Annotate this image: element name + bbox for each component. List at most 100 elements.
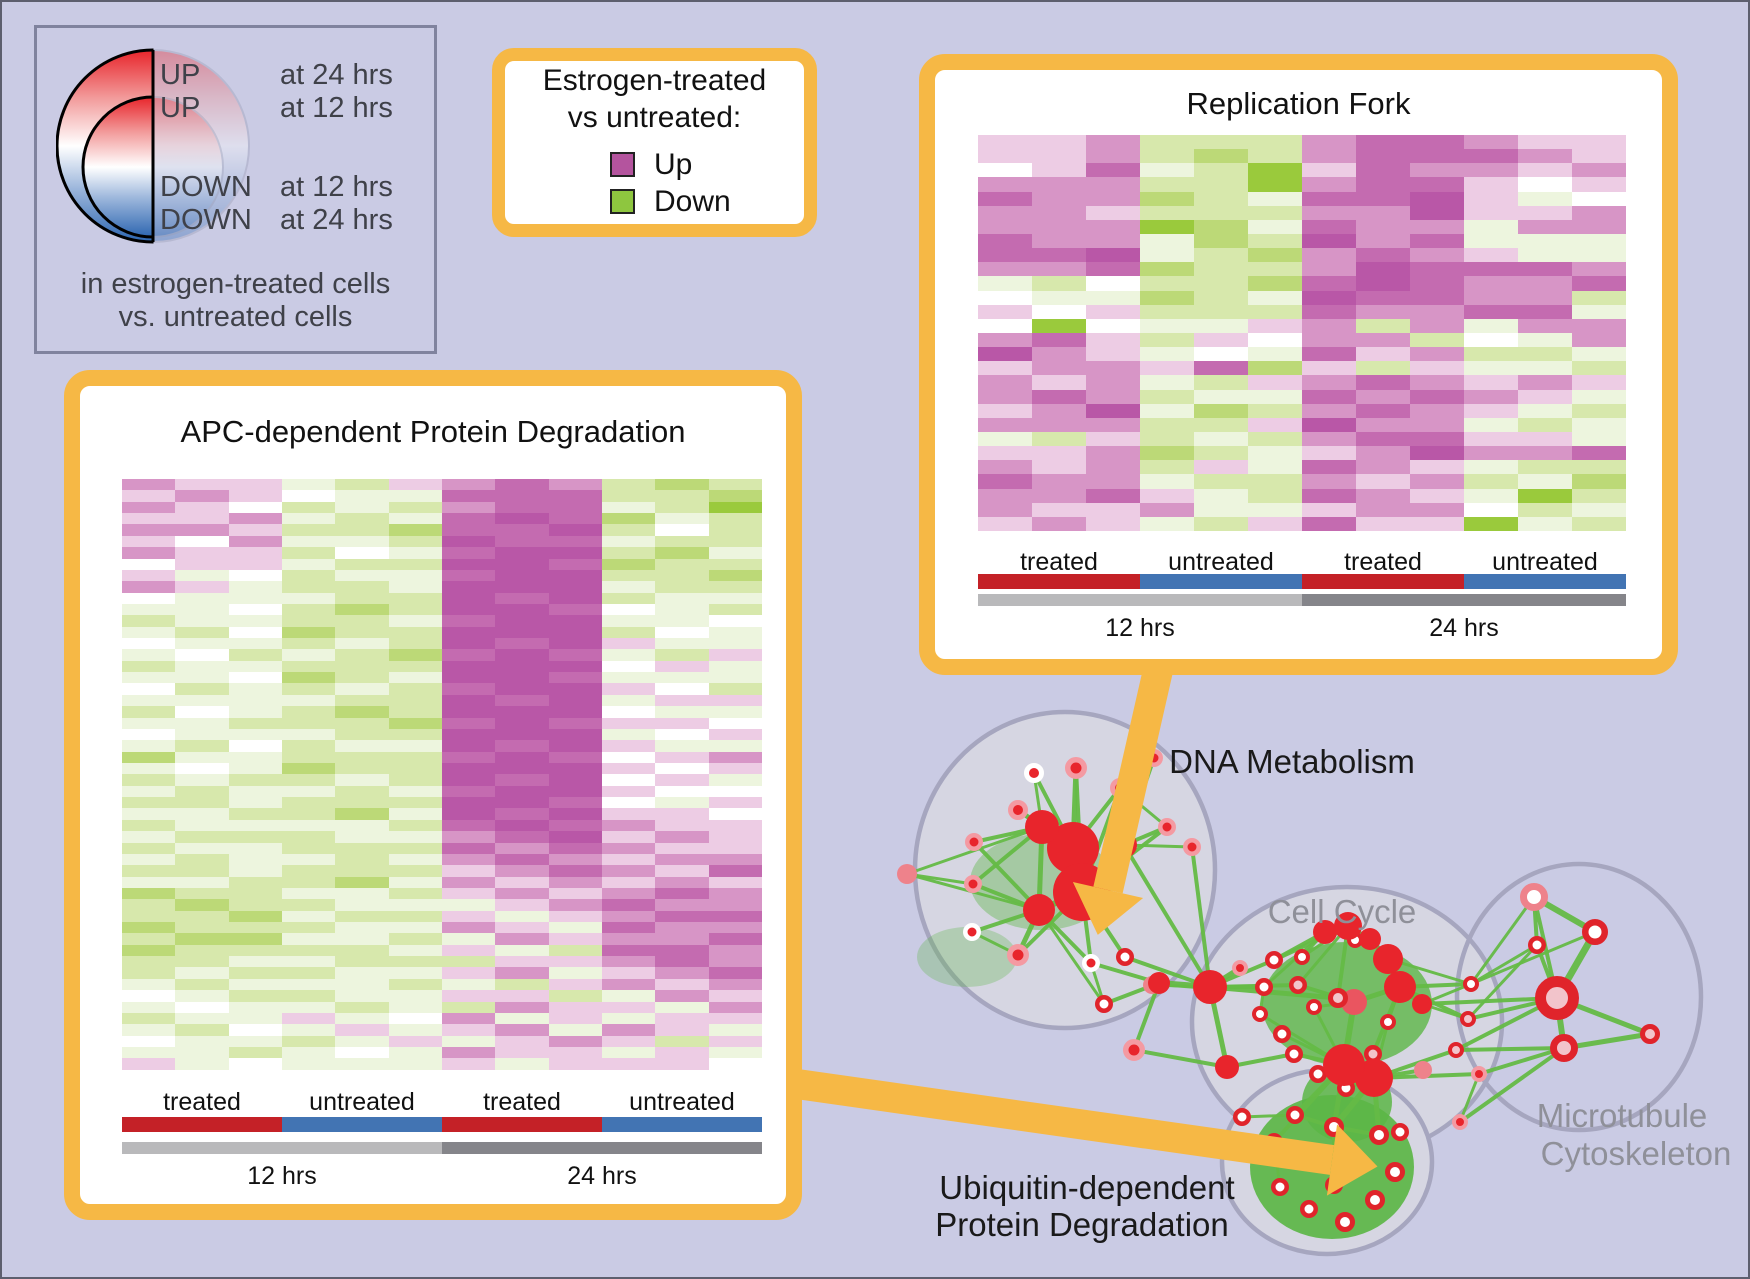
legend-at-24-down-label: at 24 hrs	[280, 204, 393, 236]
heatmap-row	[122, 1046, 762, 1059]
heatmap-cell	[335, 956, 389, 968]
heatmap-cell	[441, 626, 496, 639]
heatmap-cell	[1086, 163, 1140, 178]
heatmap-cell	[441, 649, 496, 661]
heatmap-cell	[335, 660, 389, 673]
network-edge	[1037, 909, 1106, 1005]
heatmap-row	[122, 1012, 762, 1025]
heatmap-cell	[335, 1012, 389, 1025]
heatmap-cell	[1572, 375, 1626, 390]
heatmap-cell	[281, 740, 336, 752]
heatmap-row	[122, 990, 762, 1002]
heatmap-cell	[601, 603, 656, 616]
heatmap-cell	[708, 603, 762, 616]
heatmap-cell	[1032, 248, 1086, 263]
network-edge	[1478, 1046, 1565, 1076]
network-node	[1309, 1065, 1327, 1083]
heatmap-cell	[228, 967, 282, 979]
apc-untreated-24-bar	[602, 1117, 762, 1132]
heatmap-cell	[122, 865, 176, 877]
rf-untreated-24-bar	[1464, 574, 1626, 589]
rf-24hrs-bar	[1302, 594, 1626, 606]
heatmap-cell	[441, 569, 496, 582]
heatmap-row	[122, 513, 762, 525]
heatmap-row	[978, 248, 1626, 263]
heatmap-cell	[495, 524, 549, 536]
heatmap-cell	[441, 706, 496, 718]
heatmap-cell	[708, 910, 762, 923]
heatmap-cell	[1248, 488, 1302, 503]
heatmap-cell	[548, 808, 602, 820]
heatmap-cell	[1518, 149, 1572, 164]
heatmap-cell	[978, 389, 1032, 404]
heatmap-cell	[1302, 191, 1356, 206]
heatmap-cell	[388, 501, 442, 514]
apc-group-label-treated-12: treated	[163, 1088, 241, 1116]
heatmap-cell	[548, 740, 602, 752]
heatmap-cell	[655, 831, 709, 843]
heatmap-cell	[281, 660, 336, 673]
heatmap-cell	[601, 524, 656, 536]
heatmap-cell	[655, 490, 709, 502]
heatmap-cell	[1518, 332, 1572, 348]
network-edge	[1563, 1031, 1651, 1051]
network-node	[1328, 988, 1348, 1008]
heatmap-cell	[978, 502, 1032, 517]
heatmap-cell	[1572, 276, 1626, 291]
network-edge	[1458, 1073, 1481, 1123]
heatmap-cell	[708, 547, 762, 559]
legend-up-inner-label: UP	[160, 92, 201, 124]
heatmap-row	[122, 479, 762, 491]
heatmap-cell	[335, 933, 389, 945]
heatmap-cell	[441, 956, 496, 968]
heatmap-cell	[655, 638, 709, 650]
heatmap-cell	[978, 361, 1032, 376]
heatmap-cell	[335, 728, 389, 741]
heatmap-cell	[495, 1035, 549, 1047]
heatmap-cell	[1518, 219, 1572, 234]
heatmap-cell	[1302, 460, 1356, 475]
heatmap-cell	[1302, 318, 1356, 333]
heatmap-cell	[122, 762, 176, 775]
heatmap-cell	[175, 910, 229, 923]
heatmap-cell	[122, 581, 176, 593]
heatmap-cell	[1572, 502, 1626, 517]
heatmap-cell	[388, 944, 442, 957]
heatmap-cell	[978, 191, 1032, 206]
heatmap-cell	[1518, 347, 1572, 362]
heatmap-cell	[655, 615, 709, 627]
network-edge	[906, 872, 974, 886]
heatmap-cell	[1410, 361, 1464, 376]
heatmap-cell	[1464, 177, 1518, 192]
network-node	[1294, 949, 1310, 965]
heatmap-cell	[655, 1024, 709, 1036]
heatmap-cell	[228, 865, 282, 877]
heatmap-cell	[228, 774, 282, 786]
heatmap-cell	[495, 490, 549, 502]
heatmap-cell	[708, 819, 762, 832]
heatmap-cell	[1572, 516, 1626, 531]
heatmap-cell	[335, 717, 389, 729]
network-node	[1082, 954, 1100, 972]
heatmap-cell	[495, 819, 549, 832]
heatmap-cell	[978, 219, 1032, 234]
heatmap-cell	[708, 956, 762, 968]
heatmap-cell	[335, 774, 389, 786]
heatmap-cell	[122, 853, 176, 866]
heatmap-row	[122, 581, 762, 593]
heatmap-cell	[175, 615, 229, 627]
heatmap-cell	[601, 956, 656, 968]
heatmap-cell	[1302, 163, 1356, 178]
heatmap-cell	[655, 569, 709, 582]
heatmap-cell	[1572, 248, 1626, 263]
network-node	[1582, 919, 1608, 945]
network-edge	[1132, 982, 1161, 1051]
heatmap-cell	[1572, 417, 1626, 432]
heatmap-cell	[601, 535, 656, 548]
heatmap-cell	[655, 479, 709, 491]
heatmap-cell	[281, 865, 336, 877]
heatmap-cell	[122, 842, 176, 854]
heatmap-cell	[335, 887, 389, 900]
heatmap-cell	[1410, 262, 1464, 277]
heatmap-cell	[1464, 502, 1518, 517]
